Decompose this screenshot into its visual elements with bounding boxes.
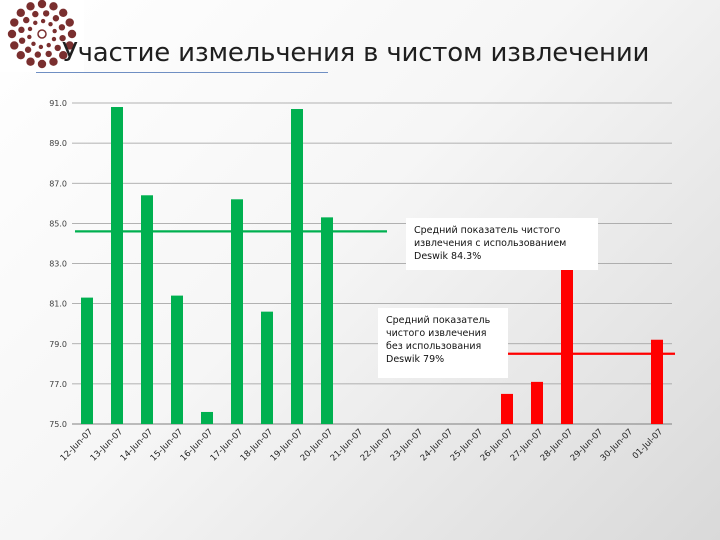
logo-dot <box>48 21 53 27</box>
bar-with-deswik <box>261 311 273 424</box>
logo-dot <box>37 0 47 9</box>
company-logo <box>0 0 84 72</box>
bar-without-deswik <box>561 265 573 424</box>
logo-dot <box>24 46 32 53</box>
bar-with-deswik <box>171 295 183 424</box>
logo-dot <box>52 15 60 22</box>
logo-dot <box>40 18 46 24</box>
logo-dot <box>33 20 38 26</box>
y-tick-label: 81.0 <box>49 300 67 309</box>
logo-dot <box>59 51 68 60</box>
logo-dot <box>58 24 66 31</box>
x-tick-label: 30-Jun-07 <box>599 427 635 463</box>
logo-dot <box>31 41 36 47</box>
logo-dot <box>18 26 25 34</box>
logo-dot <box>27 26 33 32</box>
bar-with-deswik <box>111 107 123 424</box>
logo-dot <box>52 28 57 34</box>
title-underline <box>36 72 328 73</box>
y-tick-label: 75.0 <box>49 420 67 429</box>
logo-center <box>37 29 47 39</box>
logo-dot <box>32 10 39 18</box>
slide-title: Участие измельчения в чистом извлечении <box>62 38 650 68</box>
logo-dot <box>16 8 25 17</box>
bar-with-deswik <box>231 199 243 424</box>
logo-dot <box>51 36 57 42</box>
y-tick-label: 85.0 <box>49 219 67 228</box>
y-tick-label: 91.0 <box>49 99 67 108</box>
annotation-without-deswik: Средний показатель чистого извлечения бе… <box>378 308 508 378</box>
logo-dot <box>27 34 32 40</box>
bar-without-deswik <box>651 339 663 424</box>
bar-with-deswik <box>201 411 213 424</box>
logo-dot <box>65 41 74 50</box>
logo-dot <box>23 16 30 24</box>
logo-dot <box>67 29 77 39</box>
logo-dot <box>65 18 74 27</box>
logo-dot <box>18 37 26 44</box>
logo-dot <box>49 57 58 66</box>
logo-dot <box>46 42 51 48</box>
logo-dot <box>26 2 35 11</box>
logo-dot <box>7 29 17 39</box>
y-tick-label: 87.0 <box>49 179 67 188</box>
y-tick-label: 77.0 <box>49 380 67 389</box>
logo-dot <box>10 41 19 50</box>
y-tick-label: 79.0 <box>49 340 67 349</box>
logo-dot <box>54 44 61 52</box>
logo-dot <box>34 51 42 58</box>
logo-dot <box>37 59 47 69</box>
logo-dot <box>10 18 19 27</box>
y-tick-label: 89.0 <box>49 139 67 148</box>
bar-with-deswik <box>81 297 93 424</box>
bar-with-deswik <box>321 217 333 424</box>
logo-dot <box>38 44 44 50</box>
bar-without-deswik <box>501 393 513 424</box>
logo-dot <box>16 51 25 60</box>
logo-dot <box>42 10 50 17</box>
bar-with-deswik <box>141 195 153 424</box>
x-tick-label: 01-Jul-07 <box>631 427 665 461</box>
bar-with-deswik <box>291 109 303 425</box>
logo-dot <box>59 34 66 42</box>
logo-dot <box>49 2 58 11</box>
logo-dot <box>26 57 35 66</box>
annotation-with-deswik: Средний показатель чистого извлечения с … <box>406 218 598 270</box>
logo-dot <box>45 50 52 58</box>
bar-without-deswik <box>531 381 543 424</box>
logo-dot <box>59 8 68 17</box>
y-tick-label: 83.0 <box>49 260 67 269</box>
